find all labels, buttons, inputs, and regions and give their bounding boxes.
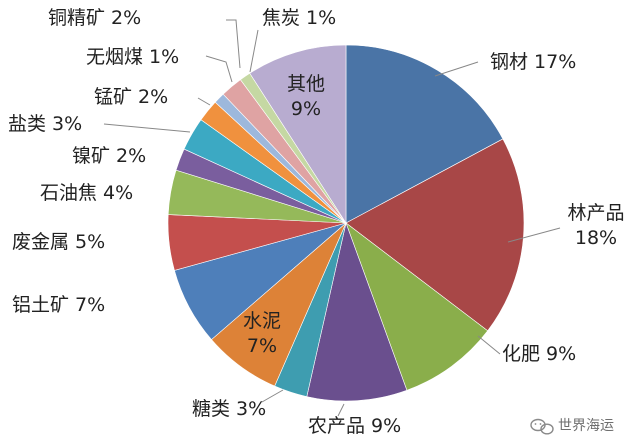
slice-label-12: 锰矿 2% [94, 86, 168, 108]
slice-label-11: 盐类 3% [8, 113, 82, 135]
leader-line-12 [197, 97, 211, 106]
pie-slice-2 [345, 138, 525, 332]
leader-line-11 [103, 123, 191, 133]
leader-line-5 [261, 389, 284, 403]
pie-slice-4 [306, 221, 408, 402]
slice-labels: 钢材 17% 林产品 18% 化肥 9% 农产品 9% 糖类 3% 水泥 7% 铝土矿 7% 废金… [8, 7, 625, 437]
pie-slice-1 [345, 44, 504, 224]
wechat-icon [530, 418, 554, 435]
slice-label-5: 糖类 3% [192, 398, 266, 420]
slice-label-13: 无烟煤 1% [86, 46, 179, 68]
leader-line-3 [477, 335, 501, 355]
leader-line-13 [205, 55, 233, 83]
slice-label-14: 铜精矿 2% [48, 7, 141, 29]
slice-label-3: 化肥 9% [502, 343, 576, 365]
slice-label-4: 农产品 9% [308, 415, 401, 437]
pie-slices [167, 44, 525, 402]
leader-line-2 [507, 227, 561, 243]
slice-label-9: 石油焦 4% [40, 182, 133, 204]
slice-label-15: 焦炭 1% [262, 7, 336, 29]
slice-label-16: 其他 9% [287, 73, 325, 120]
slice-label-8: 废金属 5% [12, 231, 105, 253]
watermark: 世界海运 [530, 418, 614, 435]
pie-slice-3 [345, 222, 489, 391]
leader-line-4 [337, 403, 345, 417]
slice-label-10: 镍矿 2% [72, 145, 146, 167]
slice-label-1: 钢材 17% [490, 51, 576, 73]
slice-label-2: 林产品 18% [567, 202, 624, 249]
watermark-text: 世界海运 [558, 418, 614, 434]
slice-label-6: 水泥 7% [243, 310, 281, 357]
leader-line-14 [226, 19, 241, 69]
pie-slice-16 [249, 44, 347, 225]
slice-label-7: 铝土矿 7% [12, 294, 105, 316]
leader-line-15 [249, 29, 259, 73]
leader-lines [103, 19, 561, 417]
leader-line-1 [434, 61, 479, 77]
